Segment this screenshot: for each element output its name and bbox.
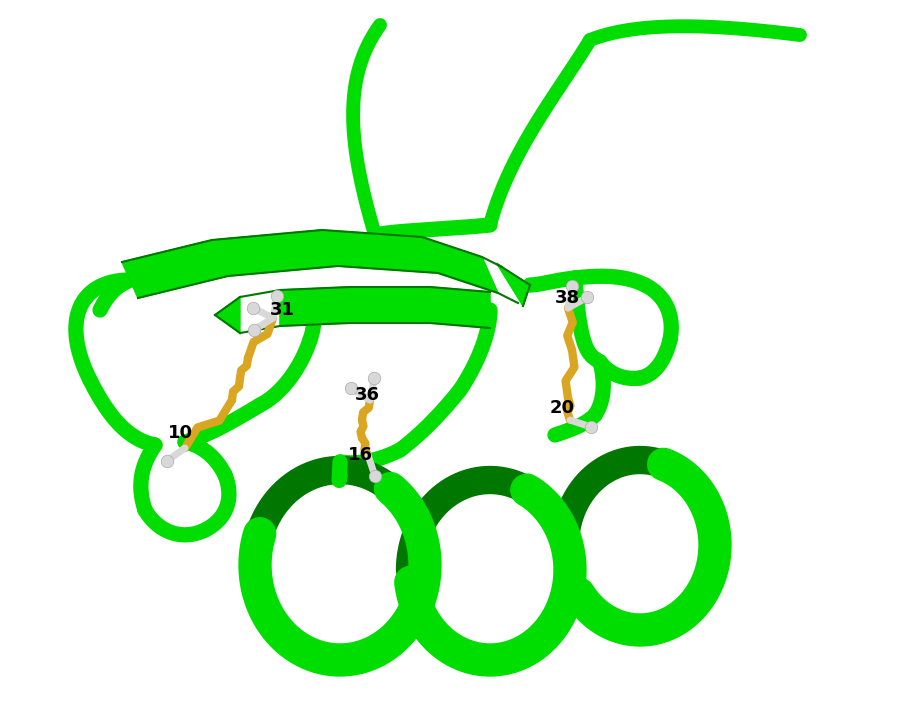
Text: 38: 38 (555, 289, 580, 307)
Text: 10: 10 (168, 424, 193, 442)
Text: 36: 36 (355, 386, 380, 404)
Text: 16: 16 (348, 446, 373, 464)
Polygon shape (122, 230, 498, 298)
Text: 20: 20 (550, 399, 575, 417)
Text: 31: 31 (270, 301, 295, 319)
Polygon shape (497, 264, 530, 306)
Polygon shape (122, 230, 498, 298)
Polygon shape (280, 287, 490, 328)
Polygon shape (215, 297, 240, 333)
Polygon shape (280, 287, 490, 328)
